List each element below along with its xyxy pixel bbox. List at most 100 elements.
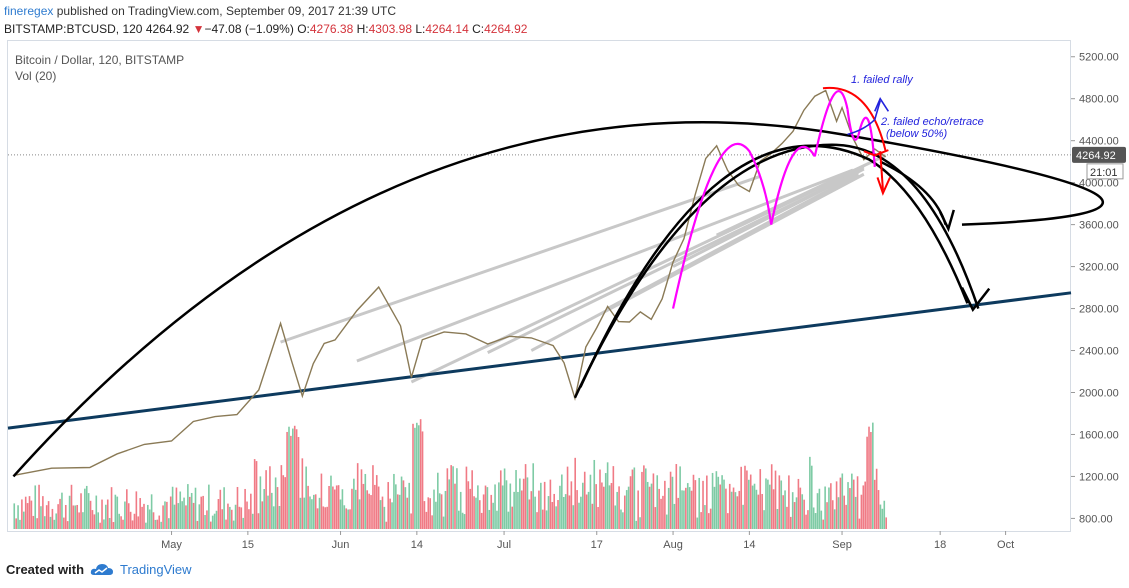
- grey-fan-line: [280, 174, 761, 344]
- volume-bar: [26, 503, 29, 529]
- volume-bar: [76, 504, 79, 529]
- volume-bar: [873, 479, 876, 529]
- volume-bar: [272, 506, 275, 529]
- time-tick-label: Jul: [497, 539, 511, 551]
- volume-bar: [686, 483, 689, 529]
- volume-bar: [225, 519, 227, 529]
- volume-bar: [15, 518, 17, 529]
- volume-bar: [192, 502, 195, 529]
- time-tick-label: May: [161, 539, 182, 551]
- volume-bar: [53, 519, 56, 529]
- volume-bar: [816, 493, 819, 529]
- volume-bar: [622, 512, 624, 529]
- volume-bar: [253, 459, 256, 529]
- volume-bar: [755, 489, 758, 529]
- volume-bar: [530, 491, 533, 529]
- low-value: 4264.14: [425, 22, 469, 36]
- author-link[interactable]: fineregex: [4, 4, 54, 18]
- volume-bar: [341, 489, 344, 529]
- volume-bar: [198, 504, 201, 529]
- volume-bar: [463, 514, 466, 529]
- volume-bar: [456, 468, 458, 529]
- volume-bar: [650, 483, 653, 529]
- legend-volume: Vol (20): [15, 69, 57, 83]
- volume-bar: [333, 489, 336, 529]
- footer: Created with TradingView: [6, 562, 192, 577]
- volume-bar: [42, 496, 44, 529]
- volume-bar: [488, 509, 491, 529]
- chart-frame[interactable]: [7, 40, 1071, 532]
- volume-bar: [236, 486, 239, 529]
- volume-bar: [187, 484, 189, 529]
- volume-bar: [610, 483, 613, 529]
- volume-bar: [744, 465, 746, 529]
- volume-bar: [280, 465, 283, 529]
- volume-bar: [728, 483, 731, 529]
- volume-bar: [194, 487, 197, 529]
- volume-bar: [145, 522, 147, 529]
- volume-bar: [416, 422, 418, 529]
- volume-bar: [648, 486, 651, 529]
- volume-bar: [698, 477, 701, 529]
- volume-bar: [499, 470, 502, 529]
- high-value: 4303.98: [368, 22, 412, 36]
- volume-bar: [738, 490, 741, 529]
- volume-bar: [307, 485, 309, 529]
- volume-bar: [603, 486, 605, 529]
- volume-bar: [810, 465, 813, 529]
- volume-bar: [782, 495, 784, 529]
- volume-bar: [639, 517, 641, 529]
- volume-bar: [219, 489, 222, 529]
- volume-bar: [671, 476, 674, 529]
- volume-bar: [370, 495, 372, 529]
- volume-bar: [511, 506, 514, 529]
- time-tick-label: 17: [591, 539, 603, 551]
- volume-bar: [190, 492, 193, 529]
- created-with-text: Created with: [6, 562, 85, 577]
- volume-bar: [702, 480, 704, 529]
- volume-bar: [295, 429, 298, 529]
- volume-bar: [74, 505, 77, 529]
- volume-bar: [549, 479, 552, 529]
- volume-bar: [440, 494, 443, 529]
- volume-bar: [576, 490, 578, 529]
- volume-bar: [519, 478, 521, 529]
- volume-bar: [774, 470, 777, 529]
- volume-bar: [261, 501, 264, 529]
- volume-bar: [402, 480, 405, 529]
- volume-bar: [654, 507, 657, 529]
- volume-bar: [139, 498, 141, 529]
- volume-bar: [591, 503, 594, 529]
- volume-bar: [864, 481, 866, 529]
- volume-bar: [345, 508, 348, 529]
- volume-bar: [515, 470, 517, 529]
- volume-bar: [259, 476, 262, 529]
- volume-bar: [379, 500, 382, 529]
- grey-fan-line: [530, 172, 865, 352]
- volume-bar: [706, 475, 708, 529]
- volume-bar: [580, 496, 582, 529]
- open-label: O:: [297, 22, 310, 36]
- volume-bar: [595, 484, 597, 529]
- volume-bar: [818, 488, 821, 529]
- volume-bar: [269, 466, 271, 529]
- volume-bar: [446, 468, 449, 529]
- open-value: 4276.38: [309, 22, 354, 36]
- down-arrow-icon: ▼: [192, 22, 205, 36]
- volume-bar: [167, 518, 170, 529]
- volume-bar: [837, 497, 840, 529]
- volume-bar: [732, 487, 735, 529]
- volume-bar: [828, 487, 830, 529]
- volume-bar: [534, 496, 536, 529]
- ohlc-header: BITSTAMP:BTCUSD, 120 4264.92 ▼−47.08 (−1…: [4, 21, 527, 37]
- volume-bar: [437, 472, 439, 529]
- low-label: L:: [415, 22, 426, 36]
- volume-bar: [414, 427, 416, 529]
- volume-bar: [87, 493, 90, 529]
- volume-bar: [683, 490, 685, 529]
- volume-bar: [412, 423, 414, 529]
- tradingview-logo[interactable]: TradingView: [90, 562, 192, 577]
- volume-bar: [257, 513, 260, 529]
- price-tick-label: 2400.00: [1079, 346, 1119, 358]
